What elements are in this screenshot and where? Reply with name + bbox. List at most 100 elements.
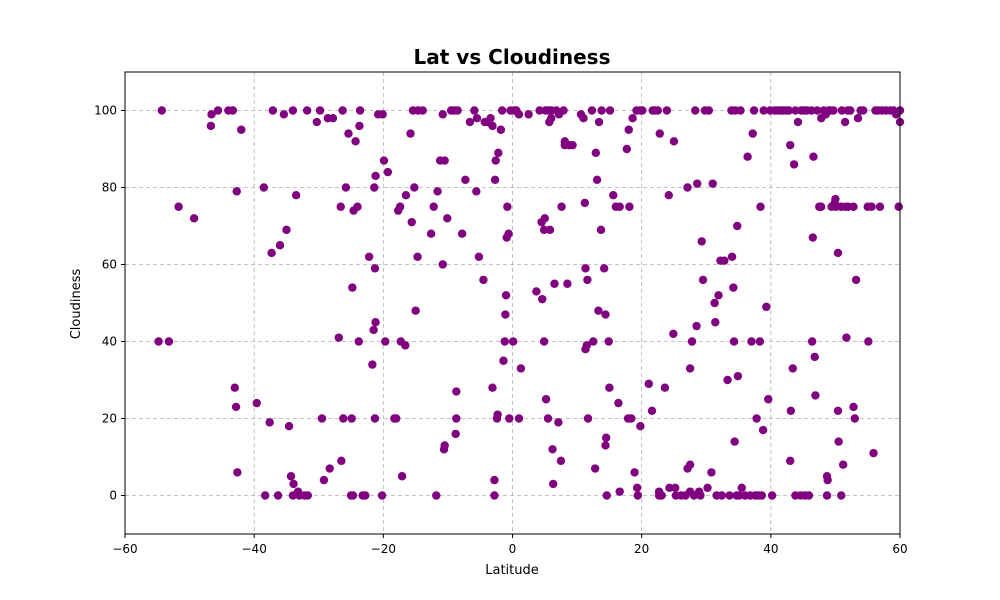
data-point (282, 225, 291, 235)
data-point (748, 129, 757, 138)
data-point (622, 144, 632, 154)
data-point (729, 283, 738, 292)
data-point (587, 106, 597, 115)
data-point (505, 414, 514, 423)
data-point (401, 191, 411, 200)
data-point (397, 472, 407, 481)
data-point (353, 202, 362, 211)
data-point (791, 106, 800, 115)
data-point (662, 106, 672, 115)
data-point (504, 229, 513, 238)
data-point (644, 379, 653, 389)
data-point (559, 106, 568, 115)
data-point (174, 202, 183, 211)
data-point (259, 183, 269, 192)
data-point (383, 167, 393, 177)
data-point (213, 106, 223, 115)
chart-title: Lat vs Cloudiness (414, 45, 611, 69)
y-axis-label: Cloudiness (69, 269, 84, 340)
data-point (693, 179, 702, 188)
data-point (737, 483, 746, 492)
data-point (858, 106, 868, 115)
data-point (683, 183, 692, 192)
data-point (557, 202, 566, 211)
data-point (837, 491, 846, 500)
data-point (614, 398, 623, 408)
data-point (157, 106, 167, 115)
data-point (312, 117, 322, 127)
data-point (627, 414, 636, 423)
data-point (596, 225, 606, 235)
data-point (364, 252, 374, 261)
data-point (743, 152, 752, 161)
data-point (503, 202, 512, 211)
data-point (438, 260, 447, 269)
data-point (733, 371, 743, 381)
data-point (605, 106, 615, 115)
data-point (433, 187, 442, 196)
data-point (361, 491, 370, 500)
data-point (338, 106, 347, 115)
data-point (328, 114, 338, 123)
data-point (628, 114, 637, 123)
data-point (734, 491, 744, 500)
data-point (395, 202, 405, 211)
data-point (784, 106, 794, 115)
data-point (849, 402, 858, 412)
data-point (817, 202, 826, 211)
data-point (647, 406, 657, 415)
data-point (605, 383, 614, 392)
data-point (711, 318, 720, 327)
data-point (592, 175, 602, 184)
data-point (284, 422, 294, 431)
data-point (698, 275, 708, 285)
data-point (759, 106, 768, 115)
data-point (232, 187, 241, 196)
data-point (547, 114, 556, 123)
y-tick-label: 20 (102, 412, 117, 426)
data-point (370, 183, 379, 192)
data-point (842, 333, 851, 342)
data-point (379, 156, 389, 165)
data-point (490, 475, 499, 485)
data-point (604, 337, 613, 346)
data-point (757, 491, 766, 500)
data-point (371, 318, 380, 327)
data-point (730, 437, 739, 446)
data-point (850, 414, 859, 423)
data-point (207, 110, 216, 119)
x-axis-label: Latitude (485, 563, 539, 578)
data-point (348, 283, 357, 292)
data-point (554, 418, 563, 427)
data-point (591, 148, 601, 158)
data-point (429, 202, 438, 211)
data-point (853, 114, 863, 123)
data-point (563, 279, 572, 288)
data-point (490, 175, 500, 184)
data-point (541, 395, 551, 404)
data-point (325, 464, 334, 473)
data-point (539, 225, 549, 235)
data-point (807, 106, 816, 115)
data-point (486, 114, 495, 123)
data-point (813, 106, 822, 115)
data-point (440, 156, 449, 165)
data-point (602, 491, 611, 500)
data-point (736, 106, 745, 115)
data-point (289, 479, 298, 489)
data-point (669, 137, 679, 146)
data-point (733, 221, 742, 231)
data-point (279, 110, 289, 119)
data-point (723, 375, 732, 385)
data-point (189, 214, 199, 223)
y-tick-label: 100 (94, 104, 117, 118)
data-point (788, 364, 797, 373)
data-point (793, 117, 803, 127)
data-point (539, 337, 549, 346)
data-point (809, 152, 818, 161)
data-point (655, 129, 664, 138)
data-point (334, 333, 343, 342)
data-point (752, 414, 761, 423)
data-point (632, 483, 642, 492)
data-point (697, 237, 706, 246)
